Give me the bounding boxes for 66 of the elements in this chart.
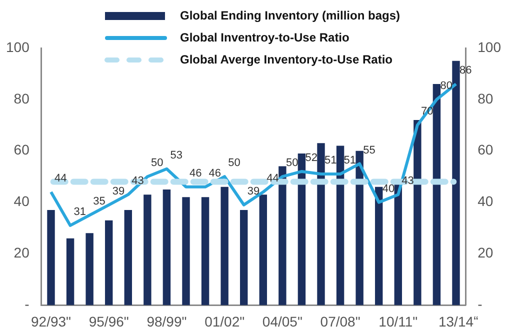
data-label: 50: [150, 157, 164, 170]
data-label: 40: [382, 182, 395, 195]
bar: [124, 210, 132, 306]
data-label: 51: [344, 154, 356, 167]
data-label: 46: [208, 167, 222, 180]
y2-tick-label: 20: [478, 244, 494, 261]
bar: [394, 184, 402, 306]
bar: [240, 210, 248, 306]
y-tick-label: 100: [6, 38, 30, 55]
bar: [298, 153, 306, 306]
legend-label: Global Averge Inventory-to-Use Ratio: [180, 52, 392, 66]
y2-tick-label: 100: [478, 38, 502, 55]
x-tick-label: 01/02": [204, 313, 245, 330]
x-tick-label: 92/93": [30, 313, 72, 330]
data-label: 44: [54, 172, 67, 185]
x-tick-label: 10/11": [378, 313, 418, 330]
bar: [356, 150, 364, 306]
legend-label: Global Ending Inventory (million bags): [180, 8, 400, 22]
bar: [201, 197, 210, 306]
bar: [182, 197, 190, 306]
y2-tick-label: 60: [478, 142, 494, 158]
data-label: 39: [247, 185, 260, 198]
data-label: 80: [440, 80, 452, 92]
y-tick-label: 40: [14, 193, 30, 210]
data-label: 43: [402, 175, 414, 188]
bar: [162, 189, 171, 306]
bar: [317, 143, 325, 306]
bar: [47, 210, 55, 306]
data-label: 35: [93, 196, 106, 208]
bar: [66, 238, 74, 306]
data-label: 44: [266, 172, 279, 185]
y2-tick-label: 40: [478, 193, 494, 210]
bar: [220, 186, 228, 306]
bar: [336, 146, 344, 306]
bar: [86, 233, 94, 306]
x-tick-label: 95/96": [88, 313, 129, 330]
y-tick-label: 80: [14, 90, 30, 106]
data-label: 55: [363, 144, 376, 156]
data-label: 52: [305, 152, 318, 164]
data-label: 46: [190, 167, 202, 180]
bar: [414, 120, 422, 306]
bar: [105, 220, 113, 306]
bar: [144, 194, 152, 306]
x-tick-label: 98/99": [146, 313, 187, 330]
x-tick-label: 04/05": [262, 313, 302, 330]
x-tick-label: 07/08": [320, 313, 360, 330]
bar: [375, 186, 383, 306]
data-label: 31: [74, 206, 86, 218]
data-label: 53: [170, 149, 182, 162]
y2-tick-label: -: [478, 296, 483, 312]
legend-label: Global Inventroy-to-Use Ratio: [180, 30, 350, 44]
y-tick-label: 60: [14, 142, 30, 158]
bar: [432, 84, 441, 306]
x-tick-label: 13/14: [438, 313, 474, 330]
data-label: 39: [112, 185, 125, 198]
data-label: 50: [286, 157, 298, 170]
bar: [278, 166, 286, 306]
data-label: 51: [324, 154, 337, 167]
data-label: 50: [228, 157, 240, 170]
text: “: [474, 313, 479, 330]
bar: [452, 60, 460, 306]
y2-tick-label: 80: [478, 90, 494, 106]
y-tick-label: -: [24, 296, 30, 312]
data-label: 43: [132, 175, 144, 188]
y-tick-label: 20: [14, 244, 30, 261]
bar: [259, 194, 267, 306]
